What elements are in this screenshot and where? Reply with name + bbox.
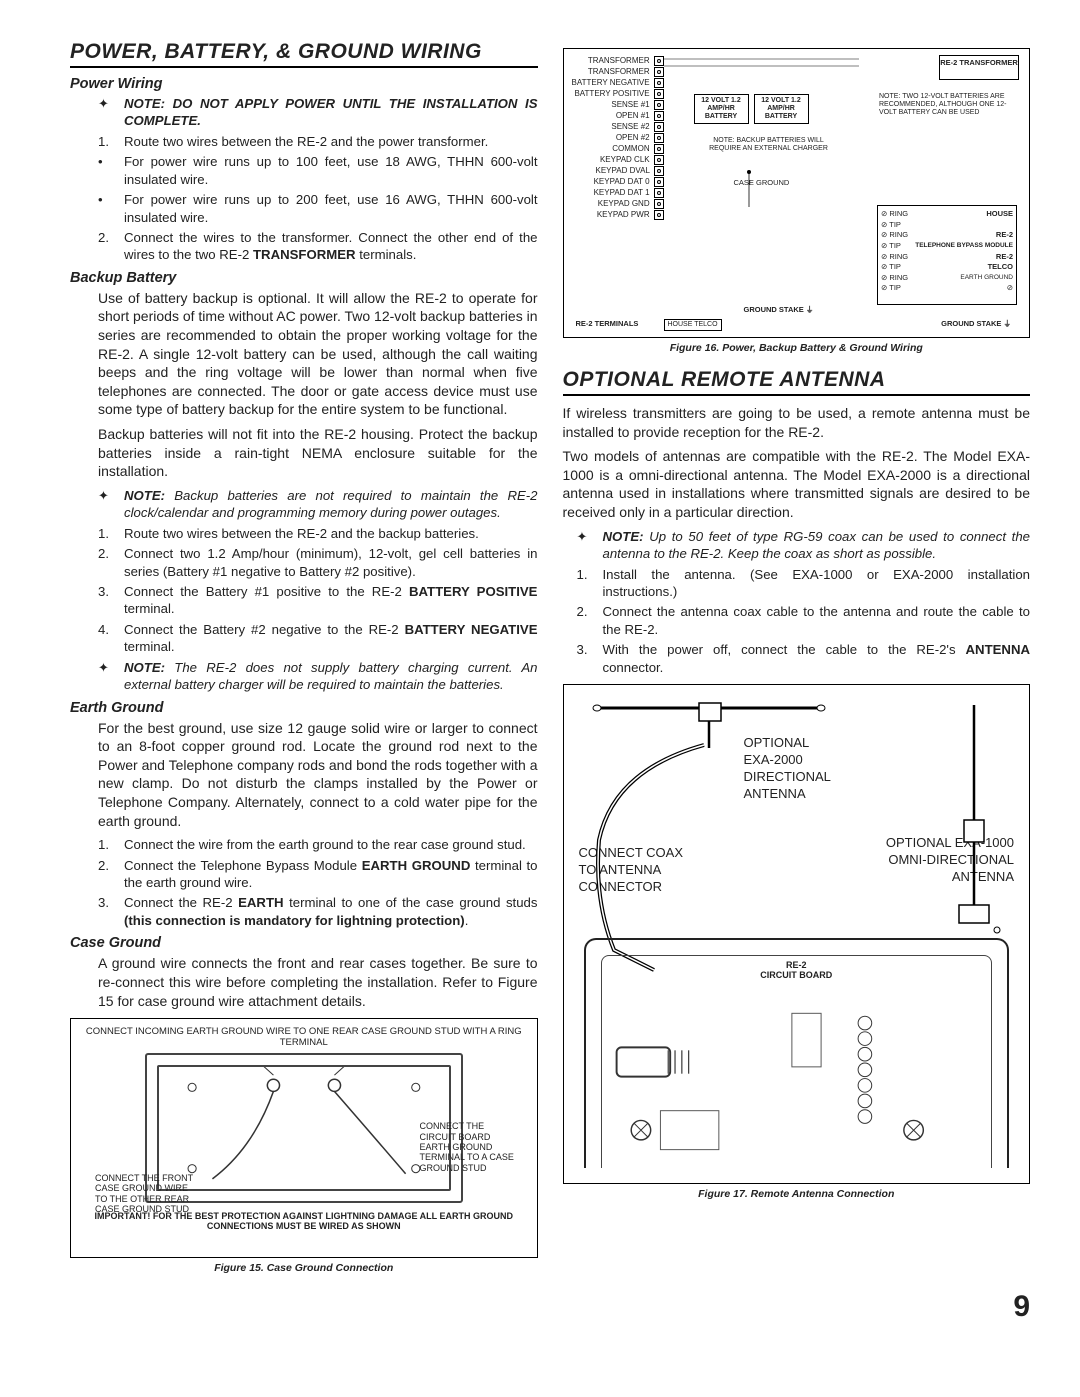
fig17-caption: Figure 17. Remote Antenna Connection [563, 1188, 1031, 1200]
backup-p1: Use of battery backup is optional. It wi… [70, 289, 538, 419]
pw-1: 1.Route two wires between the RE-2 and t… [98, 133, 538, 150]
fig16-gs2: GROUND STAKE ⏚ [941, 320, 1011, 329]
ant-3: 3.With the power off, connect the cable … [577, 641, 1031, 676]
ant-note: ✦NOTE: Up to 50 feet of type RG-59 coax … [577, 528, 1031, 563]
fig16-wires [664, 57, 864, 207]
section-title-antenna: OPTIONAL REMOTE ANTENNA [563, 368, 1031, 396]
fig16-tnote: NOTE: TWO 12-VOLT BATTERIES ARE RECOMMEN… [879, 93, 1019, 117]
fig16-tel: ⊘ RINGHOUSE ⊘ TIP ⊘ RINGRE-2 ⊘ TIPTELEPH… [877, 205, 1017, 305]
eg-3: 3.Connect the RE-2 EARTH terminal to one… [98, 894, 538, 929]
fig15-caption: Figure 15. Case Ground Connection [70, 1262, 538, 1274]
eg-1: 1.Connect the wire from the earth ground… [98, 836, 538, 853]
sub-case: Case Ground [70, 935, 538, 951]
fig16-gs: GROUND STAKE ⏚ [744, 306, 814, 315]
fig16-re2t: RE-2 TRANSFORMER [939, 55, 1019, 80]
sub-earth: Earth Ground [70, 700, 538, 716]
fig16-caption: Figure 16. Power, Backup Battery & Groun… [563, 342, 1031, 354]
fig15-left: CONNECT THE FRONT CASE GROUND WIRE TO TH… [95, 1173, 195, 1214]
page: POWER, BATTERY, & GROUND WIRING Power Wi… [70, 40, 1030, 1280]
fig16-re2term: RE-2 TERMINALS [576, 320, 639, 329]
page-number: 9 [70, 1290, 1030, 1324]
figure-15: CONNECT INCOMING EARTH GROUND WIRE TO ON… [70, 1018, 538, 1258]
fig16-terminals: TRANSFORMER TRANSFORMER BATTERY NEGATIVE… [572, 55, 664, 220]
bk-note1: ✦NOTE: NOTE: Backup batteries are not re… [98, 487, 538, 522]
pw-2: 2.Connect the wires to the transformer. … [98, 229, 538, 264]
right-column: TRANSFORMER TRANSFORMER BATTERY NEGATIVE… [563, 40, 1031, 1280]
case-p1: A ground wire connects the front and rea… [70, 954, 538, 1010]
fig16-ht: HOUSE TELCO [664, 319, 722, 331]
sub-power-wiring: Power Wiring [70, 76, 538, 92]
figure-16: TRANSFORMER TRANSFORMER BATTERY NEGATIVE… [563, 48, 1031, 338]
section-title-power: POWER, BATTERY, & GROUND WIRING [70, 40, 538, 68]
earth-p1: For the best ground, use size 12 gauge s… [70, 719, 538, 831]
bk-2: 2.Connect two 1.2 Amp/hour (minimum), 12… [98, 545, 538, 580]
ant-p1: If wireless transmitters are going to be… [563, 404, 1031, 441]
left-column: POWER, BATTERY, & GROUND WIRING Power Wi… [70, 40, 538, 1280]
fig17-board: RE-2CIRCUIT BOARD [584, 938, 1010, 1168]
figure-17: OPTIONALEXA-2000DIRECTIONALANTENNA CONNE… [563, 684, 1031, 1184]
fig15-right: CONNECT THE CIRCUIT BOARD EARTH GROUND T… [420, 1121, 515, 1173]
bk-4: 4.Connect the Battery #2 negative to the… [98, 621, 538, 656]
fig15-top: CONNECT INCOMING EARTH GROUND WIRE TO ON… [83, 1027, 525, 1049]
pw-b1: •For power wire runs up to 100 feet, use… [98, 153, 538, 188]
backup-p2: Backup batteries will not fit into the R… [70, 425, 538, 481]
fig17-whip [909, 705, 1009, 935]
bk-1: 1.Route two wires between the RE-2 and t… [98, 525, 538, 542]
bk-3: 3.Connect the Battery #1 positive to the… [98, 583, 538, 618]
ant-p2: Two models of antennas are compatible wi… [563, 447, 1031, 521]
ant-1: 1.Install the antenna. (See EXA-1000 or … [577, 566, 1031, 601]
ant-2: 2.Connect the antenna coax cable to the … [577, 603, 1031, 638]
pw-note: ✦NOTE: DO NOT APPLY POWER UNTIL THE INST… [98, 95, 538, 130]
bk-note2: ✦NOTE: The RE-2 does not supply battery … [98, 659, 538, 694]
sub-backup: Backup Battery [70, 270, 538, 286]
eg-2: 2.Connect the Telephone Bypass Module EA… [98, 857, 538, 892]
pw-b2: •For power wire runs up to 200 feet, use… [98, 191, 538, 226]
